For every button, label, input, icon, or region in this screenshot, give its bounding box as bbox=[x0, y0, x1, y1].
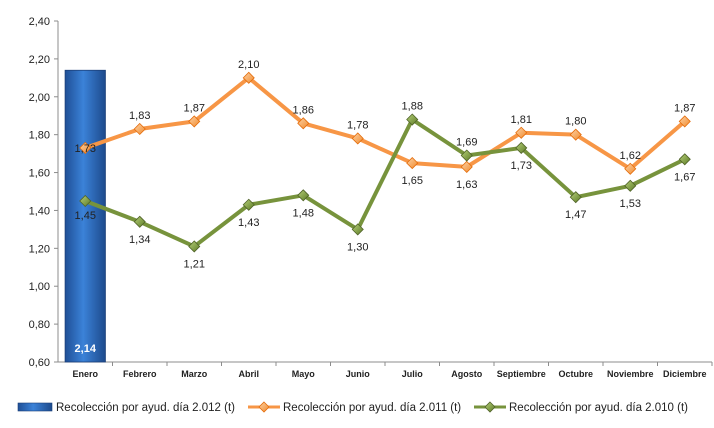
data-point bbox=[569, 191, 582, 204]
data-point bbox=[79, 194, 92, 208]
data-point bbox=[678, 153, 691, 166]
y-tick-label: 2,40 bbox=[29, 16, 50, 28]
data-label: 1,69 bbox=[456, 137, 477, 149]
data-label: 1,88 bbox=[402, 101, 423, 113]
x-tick-label: Mayo bbox=[292, 369, 316, 379]
data-point bbox=[460, 149, 473, 162]
data-label: 2,10 bbox=[238, 59, 259, 71]
data-point bbox=[133, 215, 146, 228]
data-label: 1,34 bbox=[129, 234, 150, 246]
x-tick-label: Diciembre bbox=[663, 369, 707, 379]
data-label: 1,78 bbox=[347, 119, 368, 131]
x-tick-label: Septiembre bbox=[497, 369, 546, 379]
x-tick-label: Junio bbox=[346, 369, 371, 379]
data-label: 1,63 bbox=[456, 179, 477, 191]
data-label: 1,53 bbox=[620, 198, 641, 210]
x-tick-label: Noviembre bbox=[607, 369, 654, 379]
data-point bbox=[133, 122, 146, 136]
data-point bbox=[406, 113, 419, 126]
legend-swatch bbox=[17, 402, 53, 412]
legend-marker bbox=[258, 401, 270, 413]
data-point bbox=[188, 115, 201, 128]
y-tick-label: 1,20 bbox=[29, 243, 50, 255]
x-tick-label: Julio bbox=[402, 369, 424, 379]
data-point bbox=[188, 240, 201, 253]
legend: Recolección por ayud. día 2.012 (t) Recol… bbox=[17, 401, 688, 414]
line-series bbox=[79, 71, 691, 253]
data-point bbox=[242, 71, 255, 84]
data-label: 1,45 bbox=[75, 210, 96, 222]
legend-label: Recolección por ayud. día 2.012 (t) bbox=[56, 402, 235, 414]
bar bbox=[64, 69, 106, 363]
data-label: 1,87 bbox=[184, 102, 205, 114]
x-tick-label: Octubre bbox=[558, 369, 593, 379]
data-point bbox=[624, 179, 637, 192]
series-line bbox=[84, 117, 686, 249]
legend-label: Recolección por ayud. día 2.010 (t) bbox=[509, 402, 688, 414]
legend-label: Recolección por ayud. día 2.011 (t) bbox=[283, 402, 461, 414]
data-label: 1,86 bbox=[293, 104, 314, 116]
data-point bbox=[297, 117, 310, 130]
data-point bbox=[351, 223, 364, 236]
data-point bbox=[242, 198, 255, 211]
data-label: 1,65 bbox=[402, 175, 423, 187]
data-point bbox=[297, 189, 310, 202]
y-tick-label: 1,40 bbox=[29, 205, 50, 217]
data-label: 1,80 bbox=[565, 116, 586, 128]
data-label: 1,81 bbox=[511, 114, 532, 126]
y-tick-label: 0,80 bbox=[29, 319, 50, 331]
data-point bbox=[624, 162, 637, 175]
bar-data-label: 2,14 bbox=[75, 343, 97, 355]
data-label: 1,62 bbox=[620, 150, 641, 162]
x-tick-label: Marzo bbox=[181, 369, 208, 379]
y-tick-label: 0,60 bbox=[29, 357, 50, 369]
data-point bbox=[406, 157, 419, 170]
data-point bbox=[515, 141, 528, 154]
y-tick-label: 1,80 bbox=[29, 130, 50, 142]
data-label: 1,48 bbox=[293, 207, 314, 219]
data-point bbox=[351, 132, 364, 145]
series-line bbox=[84, 75, 687, 171]
data-label: 1,47 bbox=[565, 209, 586, 221]
data-label: 1,87 bbox=[674, 102, 695, 114]
data-point bbox=[515, 126, 528, 139]
x-tick-label: Abril bbox=[238, 369, 259, 379]
data-label: 1,73 bbox=[75, 143, 96, 155]
data-label: 1,67 bbox=[674, 171, 695, 183]
data-point bbox=[678, 115, 691, 128]
data-label: 1,30 bbox=[347, 241, 368, 253]
y-tick-label: 2,20 bbox=[29, 54, 50, 66]
legend-marker bbox=[484, 401, 496, 413]
data-point bbox=[79, 141, 92, 154]
bar-series bbox=[64, 69, 106, 363]
data-label: 1,43 bbox=[238, 217, 259, 229]
y-tick-label: 1,60 bbox=[29, 168, 50, 180]
data-point bbox=[460, 160, 473, 173]
data-label: 1,73 bbox=[511, 160, 532, 172]
x-tick-label: Enero bbox=[72, 369, 98, 379]
axes: 0,60 0,80 1,00 1,20 1,40 1,60 1,80 2,00 2,20 2,40… bbox=[29, 16, 713, 379]
data-label: 1,83 bbox=[129, 110, 150, 122]
y-tick-label: 2,00 bbox=[29, 92, 50, 104]
y-tick-label: 1,00 bbox=[29, 281, 50, 293]
data-label: 1,21 bbox=[184, 258, 205, 270]
data-point bbox=[569, 128, 582, 141]
data-labels: 2,14 1,73 1,83 1,87 2,10 1,86 1,78 1,65 1,63 1,81… bbox=[75, 59, 696, 355]
x-tick-label: Febrero bbox=[123, 369, 157, 379]
x-tick-label: Agosto bbox=[451, 369, 482, 379]
